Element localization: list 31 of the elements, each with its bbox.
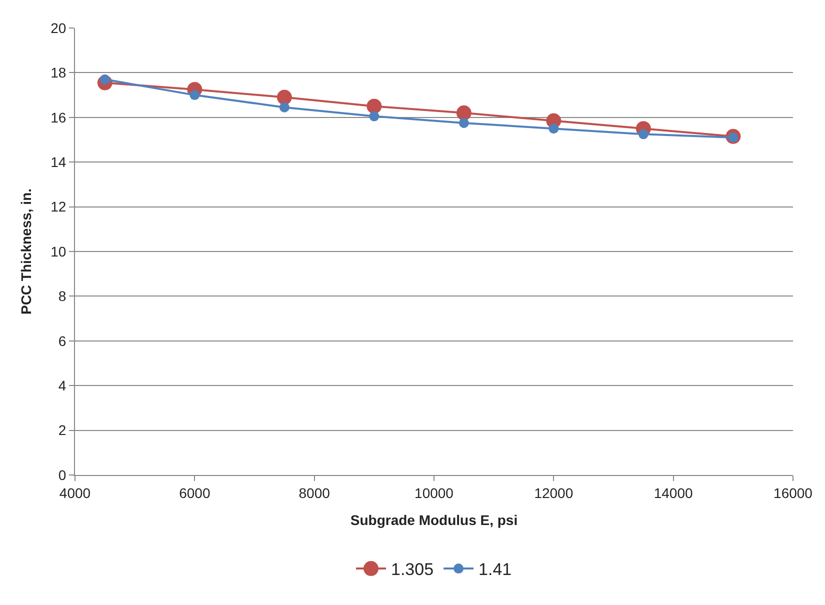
legend-label: 1.41 bbox=[478, 560, 512, 580]
x-tick-label: 12000 bbox=[534, 484, 574, 501]
legend-label: 1.305 bbox=[391, 560, 434, 580]
y-axis-title: PCC Thickness, in. bbox=[18, 188, 34, 315]
point bbox=[369, 111, 380, 122]
point bbox=[548, 124, 559, 134]
y-tick-label: 18 bbox=[50, 64, 66, 81]
x-tick-label: 16000 bbox=[774, 484, 813, 501]
y-tick-label: 2 bbox=[58, 422, 66, 438]
x-tick-label: 4000 bbox=[59, 484, 91, 501]
y-tick-label: 0 bbox=[58, 466, 66, 483]
y-tick-label: 8 bbox=[58, 288, 66, 304]
x-tick-label: 14000 bbox=[654, 484, 694, 501]
y-tick-label: 10 bbox=[50, 243, 66, 260]
x-tick-label: 6000 bbox=[179, 484, 210, 501]
y-tick-label: 14 bbox=[50, 154, 66, 170]
y-tick-label: 12 bbox=[50, 198, 66, 215]
point bbox=[366, 98, 382, 114]
y-tick-label: 20 bbox=[50, 20, 66, 36]
point bbox=[458, 118, 469, 128]
point bbox=[638, 129, 648, 140]
point bbox=[279, 102, 290, 112]
x-tick-label: 8000 bbox=[298, 484, 330, 501]
y-tick-label: 6 bbox=[58, 332, 66, 349]
point bbox=[456, 105, 472, 120]
x-axis-title: Subgrade Modulus E, psi bbox=[350, 512, 518, 528]
y-tick-label: 4 bbox=[58, 378, 66, 394]
point bbox=[276, 90, 292, 105]
y-tick-label: 16 bbox=[50, 109, 66, 126]
point bbox=[190, 90, 200, 100]
x-tick-label: 10000 bbox=[414, 484, 454, 501]
